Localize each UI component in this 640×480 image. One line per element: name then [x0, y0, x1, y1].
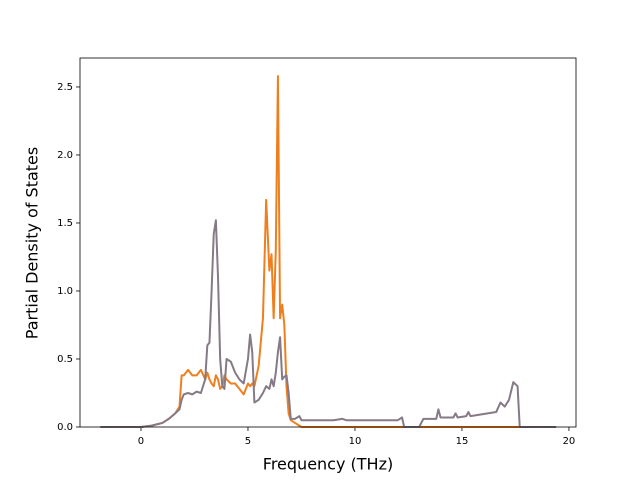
series-line — [100, 219, 557, 428]
plot-frame — [79, 57, 577, 428]
y-tick-label: 0.0 — [57, 422, 73, 433]
y-tick-label: 1.0 — [57, 286, 73, 297]
y-axis-label: Partial Density of States — [23, 147, 42, 339]
x-tick-label: 10 — [349, 436, 362, 447]
y-tick-label: 2.5 — [57, 82, 73, 93]
x-tick-label: 5 — [245, 436, 251, 447]
y-tick-label: 2.0 — [57, 150, 73, 161]
x-tick-label: 20 — [563, 436, 576, 447]
y-tick-label: 1.5 — [57, 218, 73, 229]
x-tick-label: 15 — [456, 436, 469, 447]
y-tick-label: 0.5 — [57, 354, 73, 365]
x-tick-label: 0 — [138, 436, 144, 447]
x-axis-label: Frequency (THz) — [263, 455, 393, 474]
